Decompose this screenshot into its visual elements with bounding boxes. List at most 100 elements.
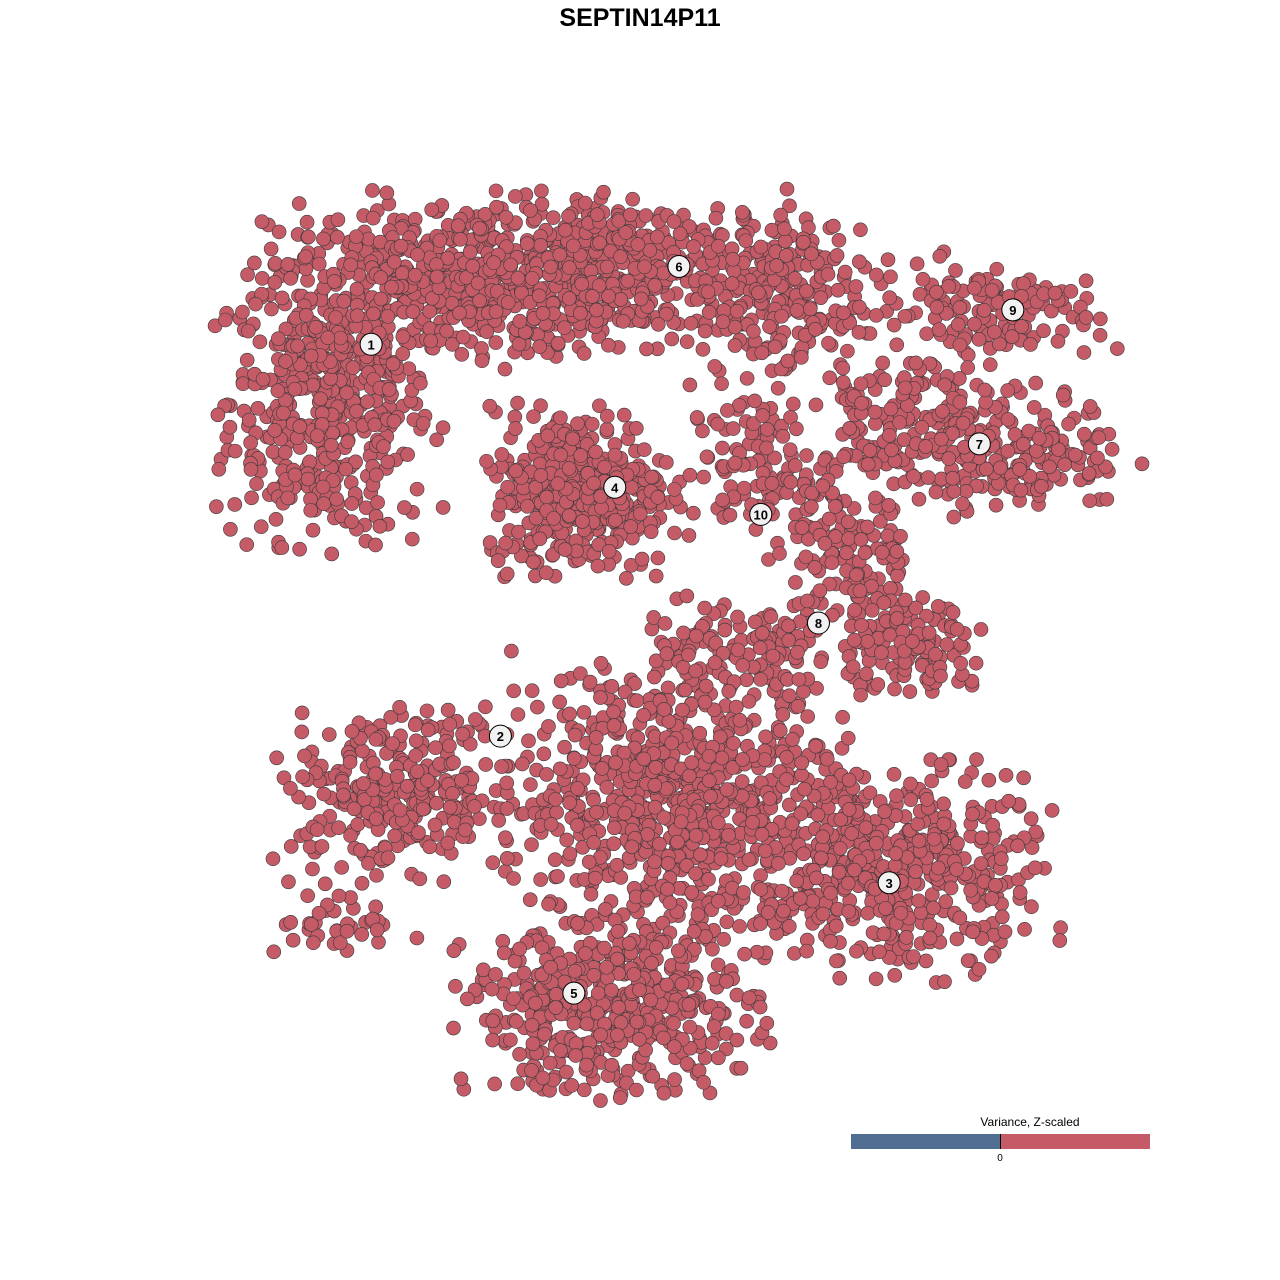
cell-point-cluster-4 [636, 442, 652, 457]
cell-point-cluster-10 [755, 408, 770, 423]
cell-point-cluster-2 [478, 757, 494, 772]
cell-point-cluster-10 [759, 440, 774, 456]
cell-point-cluster-6 [764, 222, 780, 238]
cell-point-cluster-8 [839, 545, 854, 561]
cell-point-cluster-5 [840, 875, 856, 891]
cell-point-cluster-6 [534, 183, 549, 199]
cell-point-cluster-8 [754, 625, 770, 641]
cell-point-cluster-4 [650, 550, 666, 566]
cell-point-cluster-5 [835, 709, 850, 725]
cell-point-cluster-4 [532, 531, 548, 547]
cell-point-cluster-5 [510, 1076, 526, 1092]
cell-point-cluster-1 [429, 432, 444, 448]
cell-point-cluster-1 [435, 500, 451, 515]
cell-point-cluster-1 [381, 382, 397, 397]
cell-point-cluster-4 [553, 410, 568, 426]
cell-point-cluster-5 [737, 946, 752, 962]
cell-point-cluster-2 [305, 935, 321, 951]
cell-point-cluster-1 [313, 391, 328, 407]
cell-point-cluster-5 [647, 854, 662, 870]
cell-point-cluster-10 [722, 507, 738, 523]
cell-point-cluster-9 [931, 322, 947, 337]
cell-point-cluster-1 [311, 256, 327, 272]
cell-point-cluster-5 [562, 846, 578, 862]
cell-point-cluster-7 [933, 431, 949, 447]
cell-point-cluster-10 [720, 403, 735, 418]
cell-point-cluster-3 [993, 851, 1009, 867]
cell-point-cluster-8 [853, 532, 869, 547]
cell-point-cluster-1 [235, 304, 250, 320]
cell-point-cluster-5 [512, 1047, 527, 1062]
cell-point-cluster-1 [625, 191, 640, 207]
cell-point-cluster-2 [334, 860, 349, 875]
cell-point-cluster-1 [243, 462, 259, 477]
cell-point-cluster-4 [623, 519, 639, 534]
cell-point-cluster-8 [930, 599, 946, 614]
cell-point-cluster-1 [255, 271, 270, 286]
cell-point-cluster-5 [553, 673, 569, 689]
cell-point-cluster-7 [946, 509, 962, 525]
cell-point-cluster-6 [729, 303, 745, 319]
cell-point-cluster-4 [546, 511, 561, 526]
cell-point-cluster-3 [1024, 899, 1039, 915]
cell-point-cluster-2 [371, 934, 386, 950]
cell-point-cluster-5 [610, 923, 626, 939]
cell-point-cluster-9 [1047, 285, 1063, 301]
cell-point-cluster-5 [448, 979, 463, 994]
cell-point-cluster-7 [883, 401, 899, 417]
cell-point-cluster-5 [823, 885, 838, 901]
cell-point-cluster-5 [710, 815, 726, 830]
cell-point-cluster-1 [386, 254, 402, 270]
cell-point-cluster-6 [623, 207, 638, 223]
cell-point-cluster-5 [772, 723, 788, 738]
cell-point-cluster-1 [474, 353, 490, 369]
cell-point-cluster-4 [494, 447, 510, 462]
cell-point-cluster-1 [264, 301, 279, 317]
cell-point-cluster-1 [275, 405, 291, 421]
cell-point-cluster-5 [676, 659, 691, 675]
cell-point-cluster-7 [1104, 442, 1120, 457]
cell-point-cluster-6 [561, 260, 577, 275]
cell-point-cluster-3 [888, 846, 904, 861]
cell-point-cluster-8 [813, 654, 829, 670]
cell-point-cluster-9 [967, 316, 982, 332]
cell-point-cluster-9 [976, 302, 992, 318]
cell-point-cluster-4 [607, 512, 623, 528]
cell-point-cluster-5 [732, 712, 748, 728]
cell-point-cluster-6 [789, 303, 805, 318]
cell-point-cluster-5 [745, 814, 760, 830]
cell-point-cluster-5 [562, 795, 577, 811]
cell-point-cluster-3 [876, 926, 892, 942]
cell-point-cluster-2 [510, 707, 526, 722]
cell-point-cluster-5 [789, 873, 804, 889]
cell-point-cluster-1 [405, 304, 421, 319]
cell-point-cluster-5 [693, 847, 708, 862]
cell-point-cluster-6 [532, 339, 547, 355]
cell-point-cluster-8 [868, 490, 883, 506]
cell-point-cluster-5 [760, 905, 776, 920]
cell-point-cluster-1 [268, 512, 284, 527]
cell-point-cluster-5 [677, 682, 693, 698]
cell-point-cluster-2 [455, 726, 470, 742]
cell-point-cluster-5 [739, 1013, 754, 1029]
cell-point-cluster-5 [579, 1057, 594, 1073]
cell-point-cluster-6 [429, 257, 444, 272]
cell-point-cluster-5 [794, 755, 810, 771]
cell-point-cluster-3 [1017, 922, 1032, 937]
cell-point-cluster-9 [836, 305, 851, 321]
cell-point-cluster-3 [893, 905, 909, 921]
cell-point-cluster-9 [948, 263, 963, 278]
cell-point-cluster-6 [508, 189, 523, 204]
cell-point-cluster-10 [682, 467, 698, 483]
cell-point-cluster-6 [651, 317, 666, 332]
cell-point-cluster-1 [239, 537, 255, 552]
cell-point-cluster-4 [520, 499, 535, 514]
cell-point-cluster-2 [436, 874, 452, 890]
cell-point-cluster-2 [446, 755, 461, 771]
cell-point-cluster-3 [922, 930, 938, 946]
cell-point-cluster-1 [315, 479, 331, 495]
cell-point-cluster-8 [902, 684, 918, 699]
cell-point-cluster-2 [331, 820, 346, 836]
cell-point-cluster-6 [738, 233, 754, 249]
cell-point-cluster-7 [897, 380, 913, 396]
